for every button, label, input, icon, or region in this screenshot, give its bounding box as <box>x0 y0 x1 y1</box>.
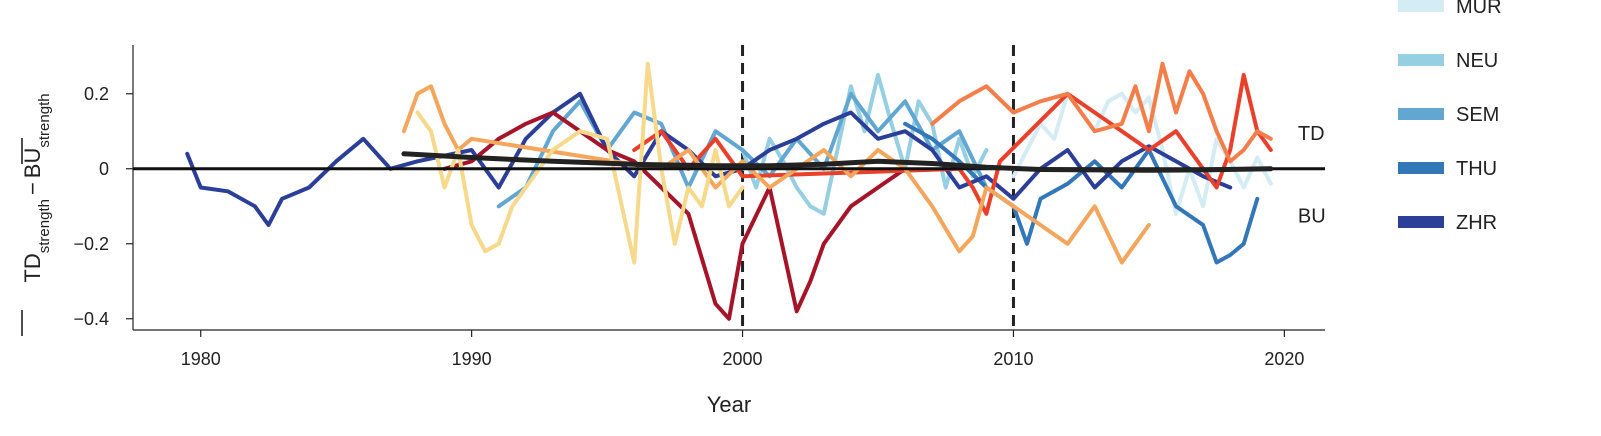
y-title-bu: BU <box>20 148 45 179</box>
legend: MUR NEU SEM THU ZHR <box>1398 0 1502 234</box>
legend-label-zhr: ZHR <box>1456 212 1497 234</box>
x-axis-title: Year <box>707 392 751 417</box>
x-tick-label-2020: 2020 <box>1264 349 1304 369</box>
axes <box>132 45 1325 331</box>
x-tick-label-2000: 2000 <box>723 349 763 369</box>
annotations: TD BU <box>1298 123 1326 228</box>
legend-label-mur: MUR <box>1456 0 1502 18</box>
legend-item-thu: THU <box>1398 158 1497 180</box>
y-tick-label-0-2: 0.2 <box>84 84 109 104</box>
legend-label-thu: THU <box>1456 158 1497 180</box>
legend-swatch-zhr <box>1398 216 1444 228</box>
series-line-zhr <box>185 91 1233 227</box>
svg-text:TDstrength−BUstrength: TDstrength−BUstrength <box>20 93 53 282</box>
y-tick-label--0-2: −0.2 <box>73 234 109 254</box>
legend-swatch-sem <box>1398 108 1444 120</box>
x-tick-label-1980: 1980 <box>181 349 221 369</box>
legend-swatch-mur <box>1398 0 1444 12</box>
legend-swatch-thu <box>1398 162 1444 174</box>
legend-item-mur: MUR <box>1398 0 1502 18</box>
y-title-td-sub: strength <box>36 199 53 253</box>
x-tick-label-2010: 2010 <box>993 349 1033 369</box>
trend-layer <box>401 151 1274 173</box>
legend-swatch-neu <box>1398 54 1444 66</box>
legend-label-neu: NEU <box>1456 50 1498 72</box>
series-layer <box>185 61 1273 321</box>
trend-line <box>401 151 1274 173</box>
y-title-td: TD <box>20 253 45 282</box>
x-tick-label-1990: 1990 <box>452 349 492 369</box>
vertical-reference-lines <box>741 45 1015 330</box>
legend-item-sem: SEM <box>1398 104 1499 126</box>
legend-label-sem: SEM <box>1456 104 1499 126</box>
series-line-unlabeled-6 <box>632 73 1273 216</box>
y-title-minus: − <box>20 182 45 195</box>
y-tick-label-0: 0 <box>99 159 109 179</box>
series-line-sem <box>496 91 989 209</box>
series-line-unlabeled-5 <box>442 110 908 321</box>
y-axis-title: TDstrength−BUstrength <box>20 93 53 336</box>
legend-item-zhr: ZHR <box>1398 212 1497 234</box>
annotation-td: TD <box>1298 123 1325 145</box>
series-line-unlabeled-7 <box>930 61 1273 164</box>
series-line-neu <box>740 73 989 216</box>
y-title-bu-sub: strength <box>36 93 53 147</box>
annotation-bu: BU <box>1298 206 1326 228</box>
ticks: 1980 1990 2000 2010 2020 0.2 0 −0.2 −0.4 <box>73 84 1304 369</box>
series-line-unlabeled-9 <box>415 61 745 265</box>
legend-item-neu: NEU <box>1398 50 1498 72</box>
y-tick-label--0-4: −0.4 <box>73 309 109 329</box>
